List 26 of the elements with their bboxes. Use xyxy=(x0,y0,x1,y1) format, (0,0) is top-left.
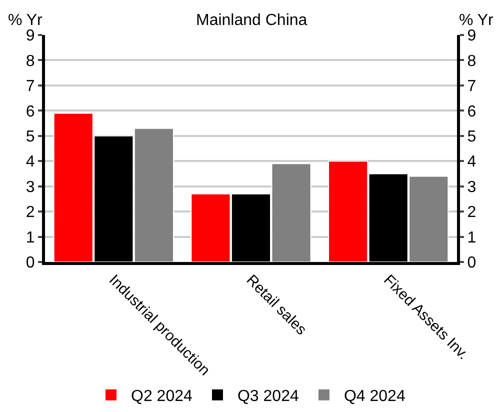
chart-title: Mainland China xyxy=(196,12,308,29)
y2-tick-label: 2 xyxy=(467,204,476,222)
y2-tick-label: 0 xyxy=(467,254,476,272)
y-axis-title: % Yr xyxy=(8,12,44,29)
y2-tick-label: 6 xyxy=(467,103,476,120)
y2-tick-label: 7 xyxy=(467,78,476,96)
y-tick-label: 5 xyxy=(26,128,35,146)
y2-axis-title: % Yr xyxy=(459,12,494,29)
y-tick-label: 1 xyxy=(26,229,35,246)
y-tick-label: 6 xyxy=(26,103,35,120)
y-tick-label: 0 xyxy=(26,254,35,272)
y2-tick-label: 1 xyxy=(467,229,476,246)
y2-tick-label: 5 xyxy=(467,128,476,146)
y-tick-label: 7 xyxy=(26,78,35,96)
y2-tick-label: 4 xyxy=(467,154,476,171)
y2-tick-label: 9 xyxy=(467,28,476,45)
y-tick-label: 4 xyxy=(26,154,35,171)
legend-label: Q3 2024 xyxy=(237,388,299,406)
y-tick-label: 2 xyxy=(26,204,35,222)
y-tick-label: 3 xyxy=(26,178,35,196)
y-tick-label: 8 xyxy=(26,52,35,70)
y2-tick-label: 8 xyxy=(467,52,476,70)
y-tick-label: 9 xyxy=(26,28,35,45)
y2-tick-label: 3 xyxy=(467,178,476,196)
legend-label: Q4 2024 xyxy=(344,388,406,406)
legend-label: Q2 2024 xyxy=(131,388,192,406)
